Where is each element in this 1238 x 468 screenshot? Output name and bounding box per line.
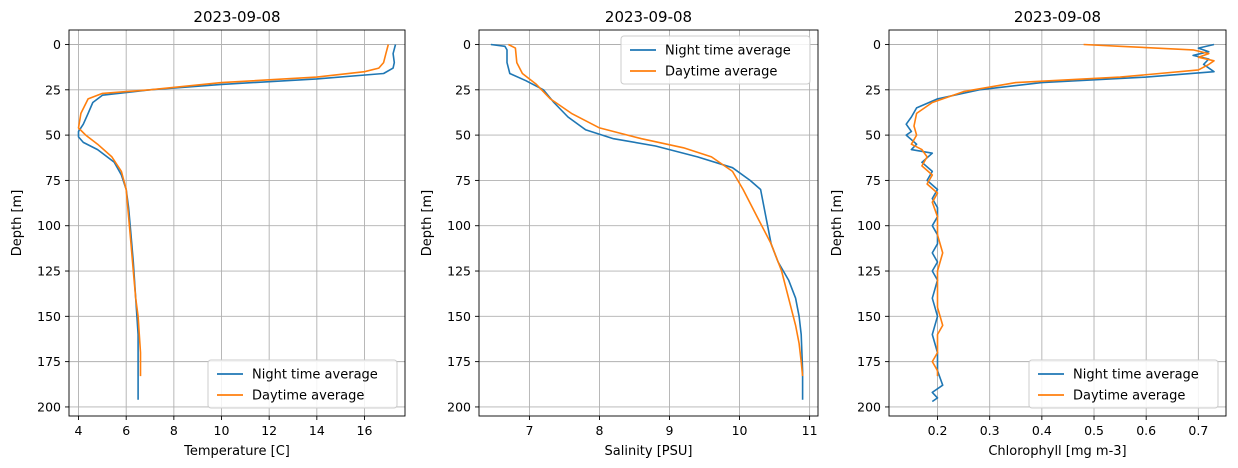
series-line-day bbox=[77, 44, 390, 377]
chart-panel-1: 4 6 8 10 12 14 16 0 25 50 75 100 125 150 175 200 2023-09… bbox=[10, 8, 406, 459]
legend: Night time average Daytime average bbox=[620, 35, 811, 85]
x-axis-label: Temperature [C] bbox=[183, 444, 290, 459]
y-tick-label: 25 bbox=[455, 82, 471, 97]
legend-label-day: Daytime average bbox=[1073, 389, 1185, 404]
y-tick-label: 200 bbox=[857, 399, 881, 414]
x-tick-label: 12 bbox=[261, 423, 277, 438]
y-tick-label: 100 bbox=[447, 218, 471, 233]
y-tick-label: 150 bbox=[447, 309, 471, 324]
chart-panel-2: 7 8 9 10 11 0 25 50 75 100 125 150 175 200 2023-09-08 S… bbox=[420, 8, 819, 459]
x-axis-label: Salinity [PSU] bbox=[605, 444, 693, 459]
y-tick-label: 50 bbox=[45, 128, 61, 143]
y-tick-label: 125 bbox=[857, 264, 881, 279]
x-tick-label: 4 bbox=[75, 423, 83, 438]
y-tick-label: 175 bbox=[447, 354, 471, 369]
legend: Night time average Daytime average bbox=[207, 359, 398, 409]
chart-panel-3: 0.2 0.3 0.4 0.5 0.6 0.7 0 25 50 75 100 125 150 175 200… bbox=[830, 8, 1227, 459]
legend-label-night: Night time average bbox=[665, 44, 791, 59]
series-line-night bbox=[905, 43, 1215, 403]
y-tick-label: 150 bbox=[857, 309, 881, 324]
y-tick-label: 125 bbox=[447, 264, 471, 279]
legend: Night time average Daytime average bbox=[1028, 359, 1219, 409]
legend-label-night: Night time average bbox=[252, 368, 378, 383]
y-tick-label: 25 bbox=[45, 82, 61, 97]
chart-title: 2023-09-08 bbox=[193, 8, 280, 26]
y-tick-label: 75 bbox=[45, 173, 61, 188]
x-tick-label: 0.4 bbox=[1032, 423, 1052, 438]
axes-frame bbox=[68, 29, 406, 417]
y-tick-label: 0 bbox=[53, 37, 61, 52]
series-line-day bbox=[508, 43, 804, 377]
y-tick-label: 50 bbox=[455, 128, 471, 143]
y-axis-label: Depth [m] bbox=[420, 190, 435, 257]
y-tick-label: 150 bbox=[37, 309, 61, 324]
legend-box bbox=[1028, 359, 1219, 409]
chart-title: 2023-09-08 bbox=[1014, 8, 1101, 26]
y-tick-label: 50 bbox=[865, 128, 881, 143]
x-tick-label: 7 bbox=[525, 423, 533, 438]
y-tick-label: 75 bbox=[455, 173, 471, 188]
x-tick-label: 10 bbox=[214, 423, 230, 438]
x-tick-label: 0.3 bbox=[980, 423, 1000, 438]
x-tick-label: 6 bbox=[122, 423, 130, 438]
y-tick-label: 175 bbox=[37, 354, 61, 369]
x-tick-label: 10 bbox=[732, 423, 748, 438]
y-tick-label: 0 bbox=[873, 37, 881, 52]
chart-title: 2023-09-08 bbox=[605, 8, 692, 26]
gridlines bbox=[479, 30, 818, 416]
axes-frame bbox=[888, 29, 1227, 417]
y-tick-label: 200 bbox=[447, 399, 471, 414]
x-tick-label: 9 bbox=[666, 423, 674, 438]
y-tick-label: 25 bbox=[865, 82, 881, 97]
x-tick-label: 8 bbox=[170, 423, 178, 438]
legend-label-night: Night time average bbox=[1073, 368, 1199, 383]
gridlines bbox=[69, 30, 405, 416]
y-tick-label: 100 bbox=[37, 218, 61, 233]
y-axis-label: Depth [m] bbox=[10, 190, 25, 257]
y-tick-label: 0 bbox=[463, 37, 471, 52]
y-tick-label: 75 bbox=[865, 173, 881, 188]
x-tick-label: 0.2 bbox=[928, 423, 948, 438]
x-tick-label: 16 bbox=[357, 423, 373, 438]
gridlines bbox=[889, 30, 1226, 416]
legend-label-day: Daytime average bbox=[665, 65, 777, 80]
x-tick-label: 14 bbox=[309, 423, 325, 438]
y-axis-label: Depth [m] bbox=[830, 190, 845, 257]
series-line-day bbox=[910, 43, 1215, 377]
axes-frame bbox=[478, 29, 819, 417]
x-tick-label: 0.7 bbox=[1188, 423, 1208, 438]
series-line-night bbox=[490, 43, 804, 400]
y-tick-label: 100 bbox=[857, 218, 881, 233]
x-axis-label: Chlorophyll [mg m-3] bbox=[988, 444, 1126, 459]
legend-label-day: Daytime average bbox=[252, 389, 364, 404]
y-tick-label: 175 bbox=[857, 354, 881, 369]
x-tick-label: 0.6 bbox=[1136, 423, 1156, 438]
legend-box bbox=[207, 359, 398, 409]
y-tick-label: 200 bbox=[37, 399, 61, 414]
x-tick-label: 8 bbox=[595, 423, 603, 438]
legend-box bbox=[620, 35, 811, 85]
x-tick-label: 0.5 bbox=[1084, 423, 1104, 438]
x-tick-label: 11 bbox=[802, 423, 818, 438]
y-tick-label: 125 bbox=[37, 264, 61, 279]
